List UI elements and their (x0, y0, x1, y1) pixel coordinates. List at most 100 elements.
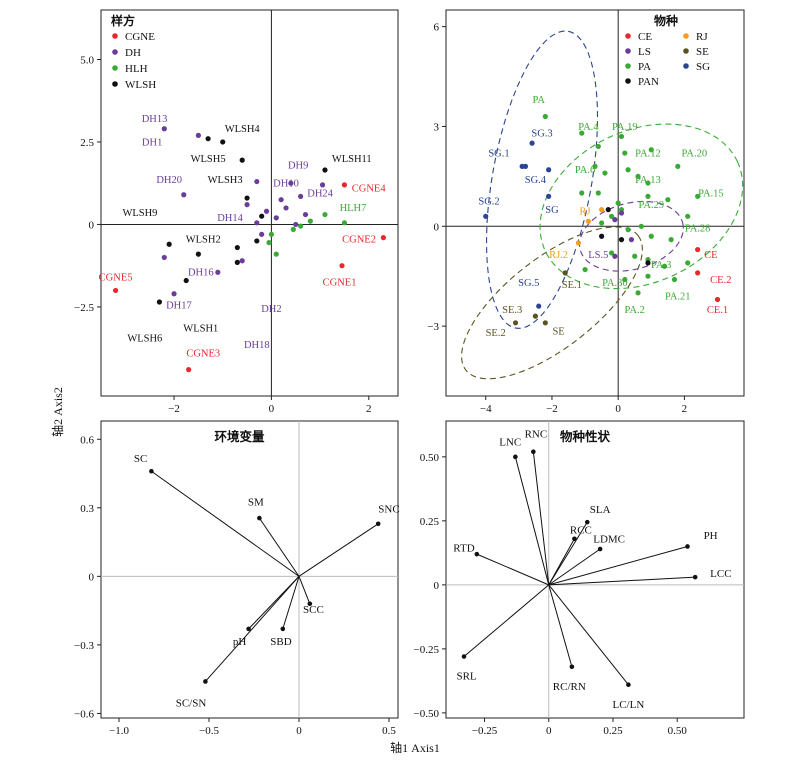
x-tick-label: 0.5 (382, 725, 396, 737)
data-point (254, 220, 260, 226)
confidence-ellipse (539, 123, 744, 290)
point-label: CGNE5 (99, 273, 133, 284)
point-label: DH20 (156, 175, 182, 186)
vector-line (463, 584, 550, 657)
legend-swatch (625, 63, 631, 69)
y-tick-label: −0.50 (414, 708, 440, 720)
vector-label: LNC (499, 436, 521, 448)
data-point (625, 227, 631, 233)
data-point (298, 223, 304, 229)
vector-line (205, 576, 300, 682)
y-tick-label: 0 (434, 221, 440, 233)
data-point (519, 163, 525, 169)
data-point (298, 193, 304, 200)
data-point (512, 320, 519, 326)
data-point (648, 147, 654, 153)
data-point (220, 139, 226, 145)
data-point (612, 253, 618, 259)
data-point (635, 173, 641, 179)
data-point (341, 182, 348, 188)
data-point (546, 193, 552, 199)
vector-line (298, 576, 311, 604)
point-label: PA.30 (602, 278, 628, 289)
vector-label: SRL (456, 671, 476, 683)
data-point (602, 170, 608, 176)
vector-tip (307, 601, 313, 607)
point-label: DH18 (244, 340, 270, 351)
x-tick-label: 0 (546, 725, 552, 737)
data-point (307, 218, 313, 224)
vector-label: SCC (303, 604, 324, 616)
data-point (618, 210, 625, 216)
data-point (579, 130, 585, 136)
data-point (605, 207, 611, 213)
point-label: CGNE2 (342, 235, 376, 246)
point-label: SG.2 (478, 197, 499, 208)
vector-tip (685, 544, 690, 549)
point-label: PA (532, 95, 545, 106)
data-point (618, 133, 625, 140)
x-tick-label: 0 (269, 403, 275, 415)
data-point (714, 296, 721, 303)
vector-label: SM (248, 497, 264, 509)
legend-label: CE (638, 31, 652, 43)
data-point (244, 195, 250, 201)
vector-tip (257, 515, 262, 521)
vector-line (514, 456, 550, 585)
data-point (195, 132, 201, 138)
vector-tip (597, 546, 603, 552)
legend-label: RJ (696, 31, 708, 43)
data-point (288, 180, 294, 186)
data-point (599, 233, 605, 239)
data-point (575, 240, 582, 246)
data-point (268, 231, 275, 237)
point-label: RJ.2 (549, 250, 568, 261)
data-point (638, 223, 644, 229)
legend-title: 样方 (111, 13, 135, 28)
legend-label: HLH (125, 63, 148, 75)
data-point (529, 140, 535, 146)
y-tick-label: 5.0 (80, 54, 94, 66)
vector-tip (569, 664, 575, 670)
legend-label: SE (696, 46, 709, 58)
data-point (695, 270, 701, 276)
x-tick-label: 0.50 (668, 725, 688, 737)
y-tick-label: 3 (434, 121, 440, 133)
data-point (244, 202, 250, 208)
vector-label: LC/LN (613, 699, 645, 711)
data-point (302, 211, 309, 218)
data-point (645, 193, 651, 199)
vector-label: SLA (590, 504, 611, 516)
data-point (608, 213, 615, 219)
y-tick-label: 0.3 (80, 503, 94, 515)
y-tick-label: −2.5 (74, 302, 94, 314)
point-label: PA.4 (578, 122, 599, 133)
point-label: PA.29 (638, 200, 664, 211)
data-point (648, 233, 654, 239)
point-label: SE (552, 326, 564, 337)
vector-tip (149, 468, 154, 474)
data-point (582, 266, 588, 273)
vector-line (548, 576, 696, 586)
data-point (622, 276, 628, 283)
legend-swatch (112, 49, 118, 55)
data-point (341, 220, 348, 226)
y-tick-label: 0 (89, 219, 95, 231)
data-point (542, 320, 548, 326)
plot-sample: −2 0 2 −2.5 0 2.5 5.0 CGNE4 CGNE2 CGNE1 CGNE5 CGNE3… (74, 9, 399, 415)
data-point (259, 213, 265, 219)
vector-tip (203, 679, 208, 684)
data-point (661, 263, 668, 269)
x-tick-label: 0 (615, 403, 621, 415)
data-point (239, 157, 245, 163)
plot-species: −4 −2 0 2 −3 0 3 6 PA PA.4 PA.19 PA.20 PA.12 PA.6 PA.1… (427, 9, 745, 415)
legend-label: LS (638, 46, 651, 58)
point-label: CGNE3 (186, 348, 220, 359)
point-label: SE.3 (502, 305, 522, 316)
data-point (319, 182, 326, 188)
vector-label: LCC (710, 568, 731, 580)
point-label: DH9 (288, 160, 308, 171)
legend-swatch (112, 81, 118, 87)
data-point (612, 217, 618, 223)
y-tick-label: 0.6 (80, 434, 94, 446)
